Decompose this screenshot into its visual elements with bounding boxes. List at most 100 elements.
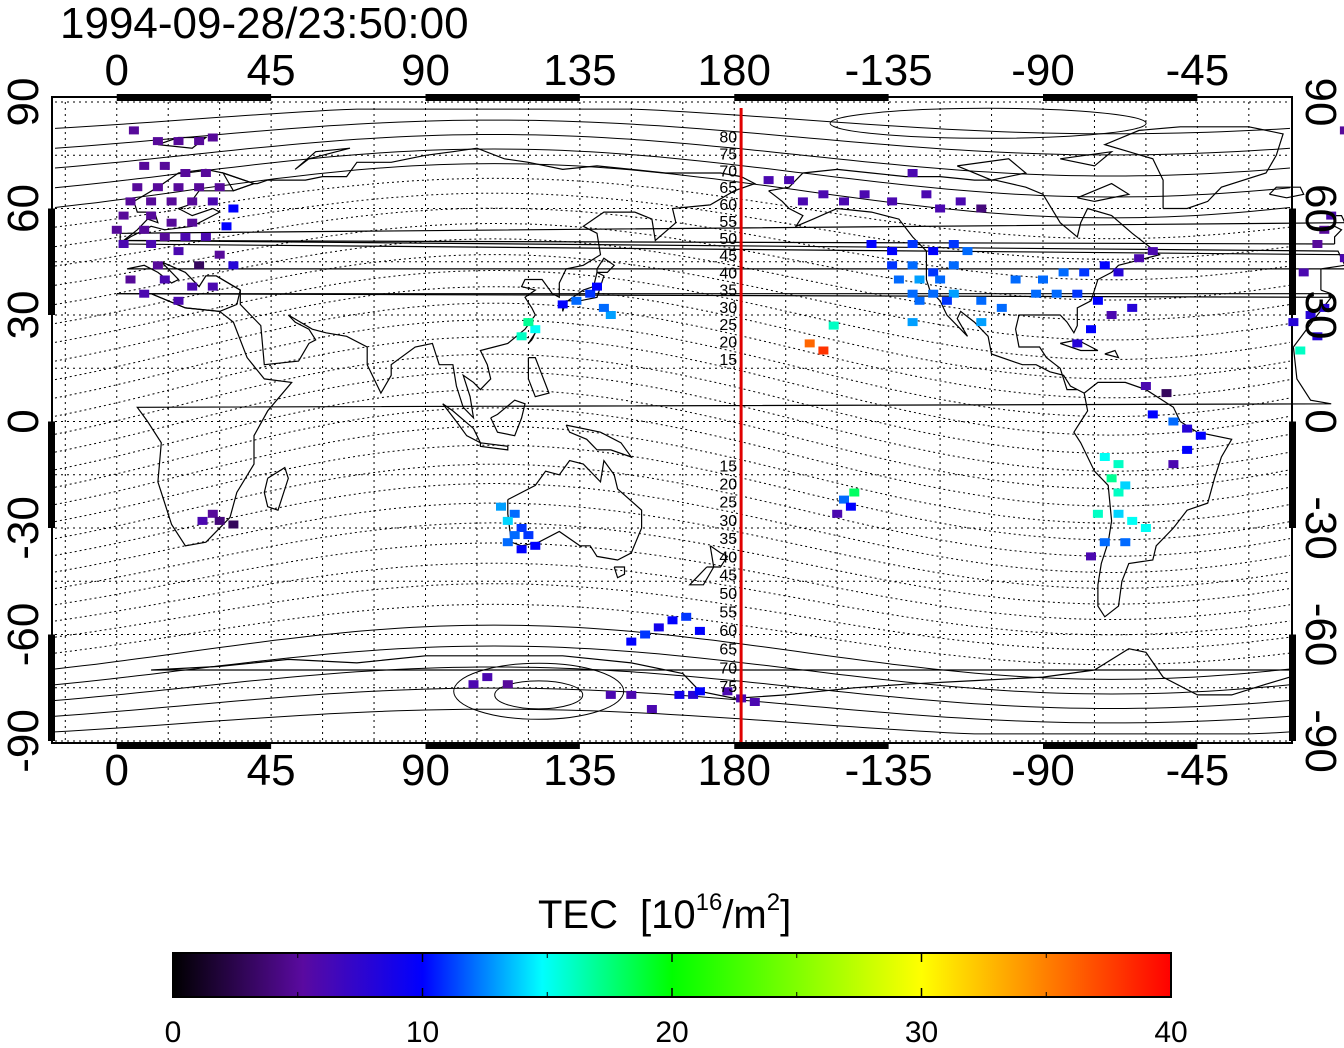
contour-label: 65: [719, 180, 737, 197]
right-axis-bar: [1289, 421, 1296, 528]
tec-data-point: [1339, 126, 1344, 135]
contour-line: [54, 302, 1291, 399]
axis-frame-bars: [48, 94, 1296, 749]
contour-label: 50: [719, 586, 737, 603]
right-lat-tick-label: 90: [1296, 78, 1344, 127]
coastline-segment: [215, 147, 757, 420]
tec-data-point: [1086, 325, 1096, 334]
tec-data-point: [482, 673, 493, 682]
tec-data-point: [214, 183, 225, 192]
tec-data-point: [207, 133, 218, 142]
tec-data-point: [749, 698, 760, 706]
tec-data-point: [1305, 311, 1316, 319]
coastline-segment: [596, 257, 616, 273]
tec-data-point: [1312, 240, 1323, 248]
coastline-segment: [157, 136, 208, 149]
tec-data-point: [605, 311, 616, 319]
tec-data-point: [935, 275, 946, 284]
tec-data-point: [146, 211, 157, 220]
tec-data-point: [921, 190, 932, 199]
tec-data-point: [1140, 382, 1151, 390]
tec-data-point: [598, 303, 609, 312]
colorbar-tick-label: 0: [165, 1016, 182, 1048]
contour-line: [54, 687, 1291, 724]
tec-data-point: [1319, 225, 1330, 234]
contour-label: 35: [719, 531, 737, 548]
tec-data-point: [605, 690, 616, 699]
tec-data-point: [194, 137, 205, 146]
right-axis-bar: [1289, 208, 1296, 315]
tec-data-point: [928, 268, 939, 277]
tec-data-point: [688, 690, 699, 699]
tec-data-point: [1092, 509, 1103, 518]
left-axis-bar: [48, 421, 55, 528]
tec-data-point: [694, 626, 705, 635]
bottom-lon-tick-label: 0: [105, 746, 129, 795]
coastline-segment: [613, 566, 626, 579]
tec-data-point: [214, 250, 225, 259]
tec-data-point: [646, 705, 657, 713]
tec-data-point: [1182, 424, 1193, 433]
colorbar: TEC [1016/m2] 0 10 20 30 40: [165, 889, 1188, 1048]
contour-line: [54, 502, 1291, 589]
contour-labels: 8075706560555045403530252015152025303540…: [719, 130, 737, 696]
tec-data-point: [1147, 247, 1158, 256]
tec-data-point: [173, 137, 184, 146]
contour-line: [54, 603, 1291, 666]
left-lat-tick-label: 30: [0, 291, 48, 340]
contour-line: [54, 353, 1291, 454]
contour-line: [54, 238, 1291, 321]
right-lat-tick-label: 0: [1296, 409, 1344, 433]
tec-data-point: [996, 303, 1007, 312]
tec-data-point: [468, 680, 479, 689]
tec-data-point: [187, 218, 198, 227]
tec-data-point: [139, 161, 150, 170]
tec-data-point: [1195, 431, 1206, 440]
tec-data-point: [139, 225, 150, 234]
tec-data-point: [907, 318, 918, 327]
tec-data-point: [1312, 332, 1323, 341]
coastline-segment: [1077, 182, 1131, 203]
tec-data-point: [1168, 417, 1179, 426]
tec-data-point: [585, 289, 596, 298]
left-axis-bar: [48, 634, 55, 741]
tec-data-point: [1288, 318, 1299, 327]
contour-line: [54, 163, 1291, 219]
colorbar-tick-label: 10: [406, 1016, 439, 1048]
tec-data-point: [948, 261, 959, 270]
contour-label: 25: [719, 317, 737, 334]
tec-data-point: [763, 176, 774, 185]
tec-data-point: [907, 240, 918, 248]
coastline-segment: [956, 158, 1028, 181]
tec-data-point: [194, 183, 205, 192]
tec-data-point: [1140, 524, 1151, 532]
tec-data-point: [166, 218, 177, 227]
contour-line: [54, 542, 1291, 621]
tec-data-point: [976, 204, 987, 213]
tec-data-point: [845, 502, 856, 511]
contour-label: 30: [719, 300, 737, 317]
contour-line: [54, 269, 1291, 361]
colorbar-title: TEC [1016/m2]: [538, 889, 791, 937]
tec-data-point: [1086, 552, 1096, 561]
tec-data-point: [516, 524, 527, 532]
tec-data-point: [976, 318, 987, 327]
right-lat-tick-label: -30: [1296, 496, 1344, 560]
left-lat-tick-label: 90: [0, 78, 48, 127]
tec-data-point: [125, 275, 136, 284]
contour-line: [54, 336, 1291, 436]
tec-data-point: [152, 137, 163, 146]
contour-label: 75: [719, 147, 737, 164]
tec-data-point: [818, 190, 829, 199]
contour-label: 30: [719, 513, 737, 530]
contour-label: 60: [719, 623, 737, 640]
top-lon-tick-label: 45: [247, 46, 296, 95]
tec-data-point: [1099, 453, 1110, 461]
colorbar-tick-label: 20: [655, 1016, 688, 1048]
tec-data-point: [146, 197, 157, 206]
bottom-lon-tick-label: -45: [1166, 746, 1230, 795]
top-lon-tick-label: -90: [1011, 46, 1075, 95]
tec-data-point: [207, 509, 218, 518]
coastline-segment: [151, 648, 1291, 700]
tec-data-point: [914, 275, 925, 284]
